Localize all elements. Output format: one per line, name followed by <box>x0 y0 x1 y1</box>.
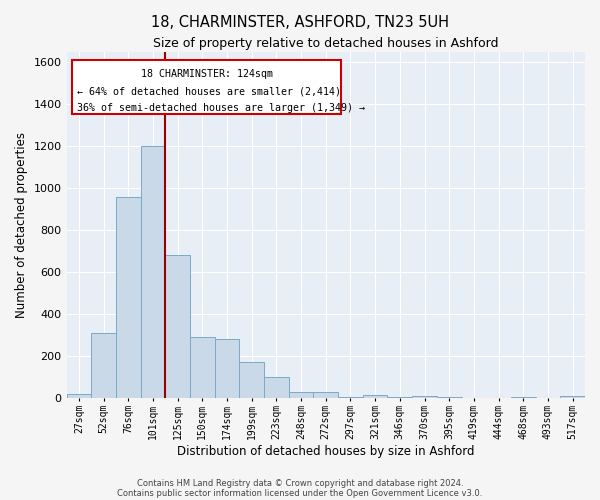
Bar <box>116 196 140 398</box>
Bar <box>412 396 437 398</box>
Bar <box>264 377 289 398</box>
Bar <box>289 392 313 398</box>
Bar <box>338 397 363 398</box>
Text: 36% of semi-detached houses are larger (1,349) →: 36% of semi-detached houses are larger (… <box>77 102 365 113</box>
Title: Size of property relative to detached houses in Ashford: Size of property relative to detached ho… <box>153 38 499 51</box>
Bar <box>511 397 536 398</box>
Y-axis label: Number of detached properties: Number of detached properties <box>15 132 28 318</box>
Text: Contains HM Land Registry data © Crown copyright and database right 2024.: Contains HM Land Registry data © Crown c… <box>137 478 463 488</box>
Bar <box>67 394 91 398</box>
Text: ← 64% of detached houses are smaller (2,414): ← 64% of detached houses are smaller (2,… <box>77 86 341 97</box>
Bar <box>215 340 239 398</box>
Bar <box>140 146 165 398</box>
Bar <box>91 333 116 398</box>
Text: Contains public sector information licensed under the Open Government Licence v3: Contains public sector information licen… <box>118 488 482 498</box>
X-axis label: Distribution of detached houses by size in Ashford: Distribution of detached houses by size … <box>177 444 475 458</box>
Bar <box>239 362 264 398</box>
Text: 18, CHARMINSTER, ASHFORD, TN23 5UH: 18, CHARMINSTER, ASHFORD, TN23 5UH <box>151 15 449 30</box>
Bar <box>437 397 461 398</box>
Bar <box>313 392 338 398</box>
FancyBboxPatch shape <box>72 60 341 114</box>
Bar <box>363 395 388 398</box>
Bar <box>560 396 585 398</box>
Bar <box>388 397 412 398</box>
Bar <box>190 337 215 398</box>
Bar <box>165 256 190 398</box>
Text: 18 CHARMINSTER: 124sqm: 18 CHARMINSTER: 124sqm <box>140 69 272 79</box>
